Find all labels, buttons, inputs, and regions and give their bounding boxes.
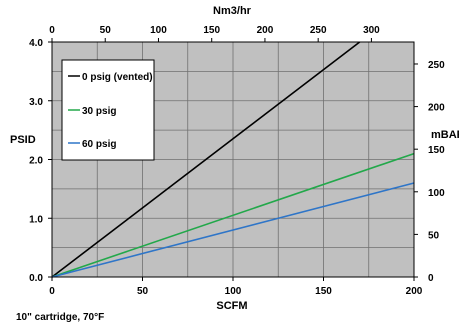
top-x-tick-label: 0 <box>49 25 55 36</box>
top-x-tick-label: 250 <box>310 25 327 36</box>
legend-entry-30psig: 30 psig <box>68 106 116 117</box>
chart-footnote: 10" cartridge, 70°F <box>16 312 104 322</box>
series-line-0 <box>51 41 361 278</box>
top-x-tick-label: 200 <box>257 25 274 36</box>
legend-label-30psig: 30 psig <box>82 106 116 117</box>
legend-label-0psig: 0 psig (vented) <box>82 72 153 83</box>
series-line-2 <box>51 182 415 278</box>
right-y-tick-label: 100 <box>428 188 445 199</box>
series-line-1 <box>51 152 415 278</box>
bottom-x-tick-label: 0 <box>49 286 55 297</box>
bottom-x-tick-label: 50 <box>137 286 149 297</box>
bottom-x-tick-label: 150 <box>315 286 332 297</box>
top-x-tick-label: 50 <box>100 25 112 36</box>
right-y-tick-labels: 0 50 100 150 200 250 <box>414 60 445 284</box>
bottom-x-tick-labels: 0 50 100 150 200 <box>49 277 423 297</box>
left-y-tick-label: 4.0 <box>29 38 43 49</box>
top-x-tick-label: 300 <box>363 25 380 36</box>
left-y-axis-label: PSID <box>10 134 36 146</box>
top-x-tick-labels: 0 50 100 150 200 250 300 <box>49 25 380 42</box>
right-y-axis-label: mBAR <box>431 129 459 141</box>
series-lines <box>51 41 415 278</box>
legend-entry-60psig: 60 psig <box>68 139 116 150</box>
right-y-tick-label: 250 <box>428 60 445 71</box>
top-x-axis-label: Nm3/hr <box>213 5 252 17</box>
right-y-tick-label: 0 <box>428 273 434 284</box>
bottom-x-tick-label: 200 <box>406 286 423 297</box>
left-y-tick-label: 2.0 <box>29 156 43 167</box>
left-y-tick-labels: 0.0 1.0 2.0 3.0 4.0 <box>29 38 52 284</box>
top-x-tick-label: 150 <box>203 25 220 36</box>
left-y-tick-label: 0.0 <box>29 273 43 284</box>
right-y-tick-label: 50 <box>428 230 440 241</box>
legend-label-60psig: 60 psig <box>82 139 116 150</box>
right-y-tick-label: 200 <box>428 103 445 114</box>
legend: 0 psig (vented) 30 psig 60 psig <box>61 59 155 161</box>
bottom-x-axis-label: SCFM <box>216 300 247 312</box>
left-y-tick-label: 3.0 <box>29 97 43 108</box>
top-x-tick-label: 100 <box>150 25 167 36</box>
right-y-tick-label: 150 <box>428 145 445 156</box>
bottom-x-tick-label: 100 <box>225 286 242 297</box>
legend-entry-0psig: 0 psig (vented) <box>68 72 153 83</box>
left-y-tick-label: 1.0 <box>29 214 43 225</box>
